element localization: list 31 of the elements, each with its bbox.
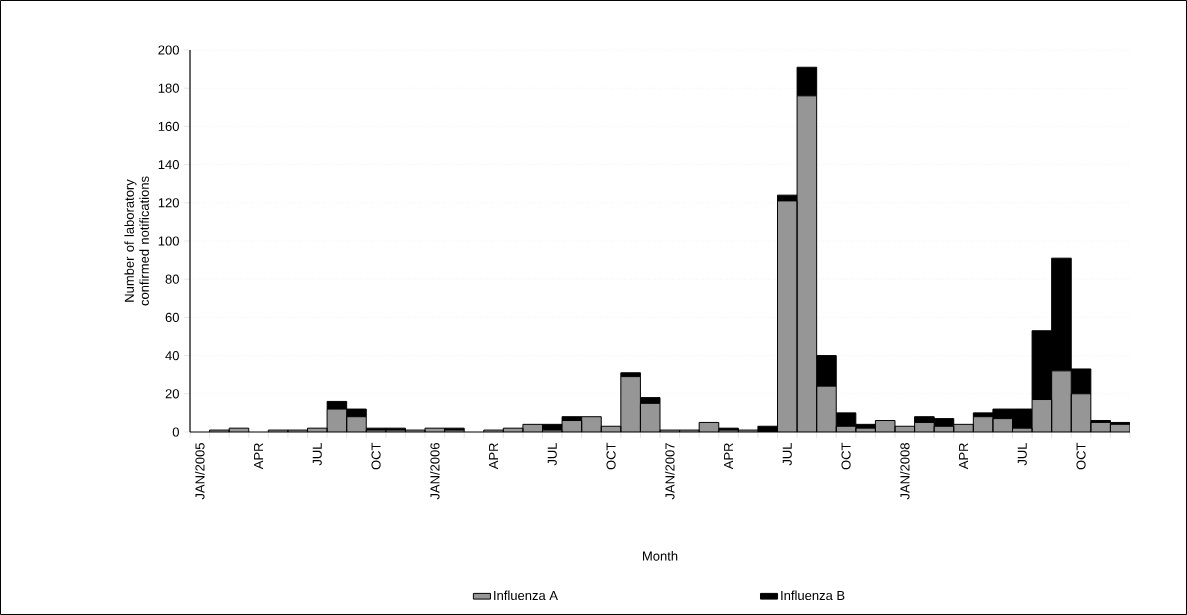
legend-label: Influenza B [781,590,845,601]
x-tick-label: JUL [547,442,557,466]
x-tick-label: APR [724,443,734,470]
y-tick-label: 60 [165,312,179,322]
y-tick-label: 0 [172,427,179,437]
x-tick-label: JUL [312,442,322,466]
x-tick-label: OCT [371,442,381,470]
y-axis-title: Number of laboratory confirmed notifications [124,176,149,306]
x-tick-label: OCT [606,442,616,470]
y-tick-label: 40 [165,350,179,361]
y-tick-label: 140 [158,159,179,170]
y-tick-label: 20 [165,389,179,399]
x-tick-label: JUL [1017,442,1027,466]
y-tick-label: 180 [158,83,179,93]
legend-label: Influenza A [494,590,558,601]
x-axis-title: Month [643,551,678,561]
x-tick-label: OCT [841,442,851,470]
y-tick-label: 200 [158,45,179,55]
x-tick-label: JAN/2008 [900,443,910,500]
x-tick-label: APR [254,443,264,470]
x-tick-label: JAN/2005 [195,443,205,500]
x-tick-label: JAN/2006 [430,443,440,500]
x-tick-label: OCT [1076,442,1086,470]
x-tick-label: JAN/2007 [665,443,675,500]
y-tick-label: 80 [165,274,179,284]
x-tick-label: APR [489,443,499,470]
x-tick-label: JUL [782,442,792,466]
y-tick-label: 160 [158,121,179,131]
y-tick-label: 120 [158,198,179,208]
y-tick-label: 100 [158,236,179,246]
x-tick-label: APR [959,443,969,470]
